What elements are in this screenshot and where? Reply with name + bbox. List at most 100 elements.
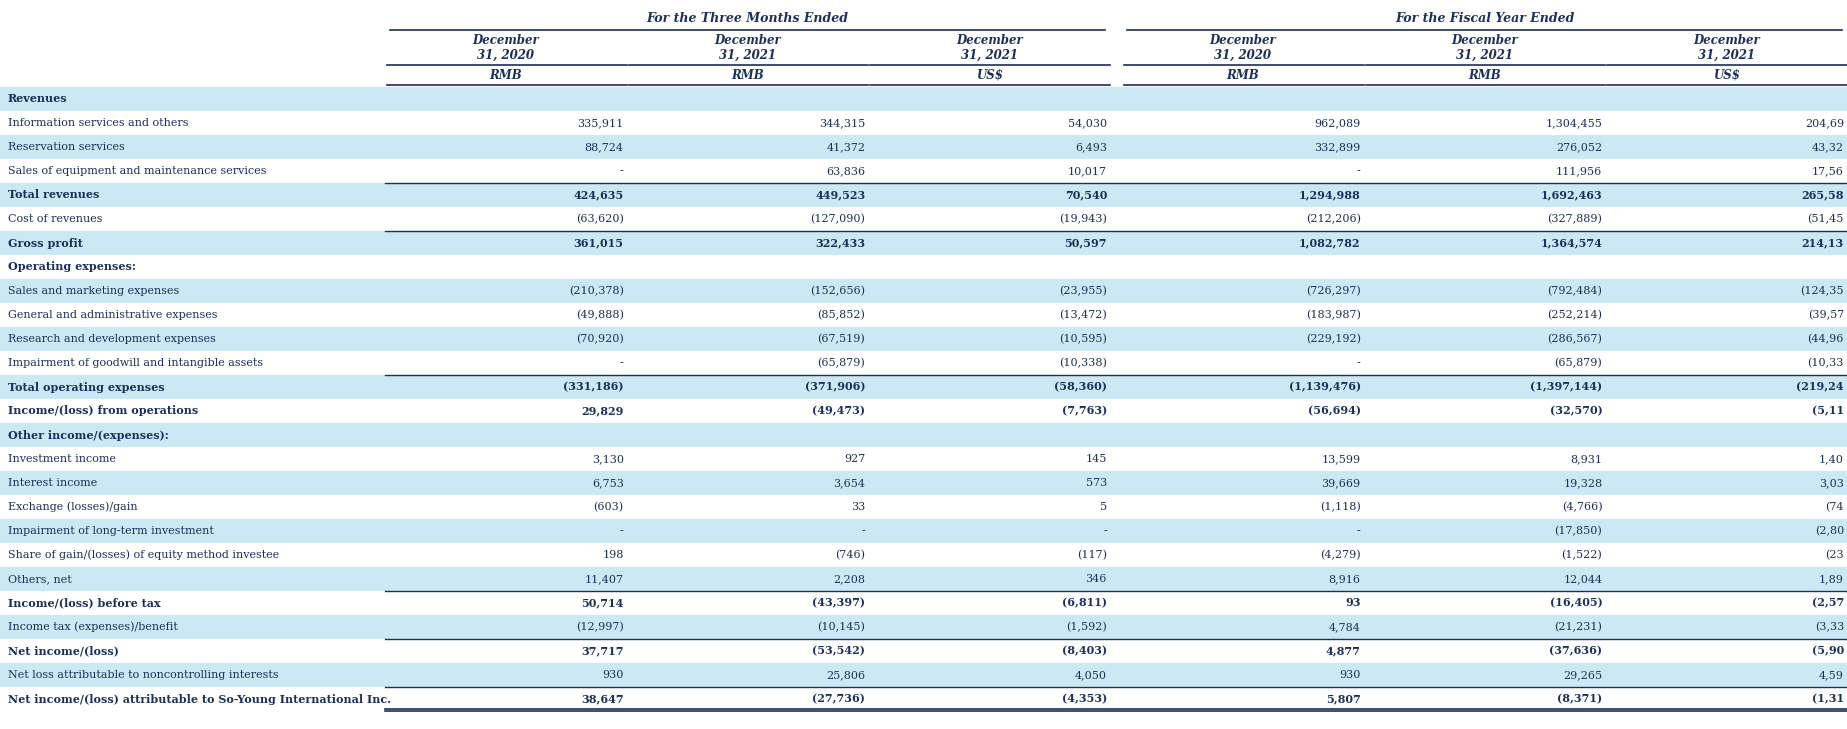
Text: 8,916: 8,916 bbox=[1328, 574, 1361, 584]
Text: Other income/(expenses):: Other income/(expenses): bbox=[7, 429, 168, 440]
Text: 12,044: 12,044 bbox=[1563, 574, 1603, 584]
Text: Share of gain/(losses) of equity method investee: Share of gain/(losses) of equity method … bbox=[7, 550, 279, 561]
Text: Gross profit: Gross profit bbox=[7, 238, 83, 249]
Text: -: - bbox=[1358, 526, 1361, 536]
Bar bbox=[0, 615, 1847, 639]
Text: (5,90: (5,90 bbox=[1812, 645, 1843, 657]
Text: 5,807: 5,807 bbox=[1326, 693, 1361, 704]
Text: December: December bbox=[955, 34, 1023, 47]
Text: 4,877: 4,877 bbox=[1326, 645, 1361, 657]
Bar bbox=[0, 183, 1847, 207]
Text: (152,656): (152,656) bbox=[811, 286, 866, 296]
Bar bbox=[0, 207, 1847, 231]
Text: 322,433: 322,433 bbox=[815, 238, 866, 249]
Text: 4,050: 4,050 bbox=[1075, 670, 1106, 680]
Text: 11,407: 11,407 bbox=[585, 574, 624, 584]
Text: Net income/(loss) attributable to So-Young International Inc.: Net income/(loss) attributable to So-You… bbox=[7, 693, 392, 704]
Text: 19,328: 19,328 bbox=[1563, 478, 1603, 488]
Text: (39,57: (39,57 bbox=[1808, 310, 1843, 320]
Text: (17,850): (17,850) bbox=[1555, 526, 1603, 536]
Text: (219,24: (219,24 bbox=[1797, 381, 1843, 392]
Text: (4,766): (4,766) bbox=[1563, 502, 1603, 512]
Text: Impairment of goodwill and intangible assets: Impairment of goodwill and intangible as… bbox=[7, 358, 262, 368]
Text: 3,03: 3,03 bbox=[1819, 478, 1843, 488]
Text: Research and development expenses: Research and development expenses bbox=[7, 334, 216, 344]
Bar bbox=[0, 495, 1847, 519]
Text: (1,522): (1,522) bbox=[1561, 550, 1603, 560]
Bar bbox=[0, 135, 1847, 159]
Text: Revenues: Revenues bbox=[7, 93, 68, 104]
Text: Exchange (losses)/gain: Exchange (losses)/gain bbox=[7, 502, 139, 512]
Text: (792,484): (792,484) bbox=[1548, 286, 1603, 296]
Text: 4,784: 4,784 bbox=[1328, 622, 1361, 632]
Bar bbox=[0, 279, 1847, 303]
Text: (8,371): (8,371) bbox=[1557, 693, 1603, 704]
Text: Others, net: Others, net bbox=[7, 574, 72, 584]
Text: (51,45: (51,45 bbox=[1808, 214, 1843, 225]
Text: 63,836: 63,836 bbox=[826, 166, 866, 176]
Text: 930: 930 bbox=[602, 670, 624, 680]
Text: (1,31: (1,31 bbox=[1812, 693, 1843, 704]
Text: (6,811): (6,811) bbox=[1062, 598, 1106, 609]
Text: (19,943): (19,943) bbox=[1058, 214, 1106, 225]
Text: 3,130: 3,130 bbox=[591, 454, 624, 464]
Text: 6,753: 6,753 bbox=[591, 478, 624, 488]
Text: 38,647: 38,647 bbox=[582, 693, 624, 704]
Text: -: - bbox=[621, 166, 624, 176]
Text: (7,763): (7,763) bbox=[1062, 405, 1106, 416]
Text: 4,59: 4,59 bbox=[1819, 670, 1843, 680]
Text: (212,206): (212,206) bbox=[1306, 214, 1361, 225]
Text: (4,279): (4,279) bbox=[1321, 550, 1361, 560]
Text: 2,208: 2,208 bbox=[833, 574, 866, 584]
Text: (56,694): (56,694) bbox=[1308, 405, 1361, 416]
Text: 5: 5 bbox=[1099, 502, 1106, 512]
Text: 332,899: 332,899 bbox=[1315, 142, 1361, 152]
Text: (746): (746) bbox=[835, 550, 866, 560]
Text: (10,145): (10,145) bbox=[818, 622, 866, 632]
Bar bbox=[0, 87, 1847, 111]
Text: -: - bbox=[861, 526, 866, 536]
Text: 31, 2020: 31, 2020 bbox=[1213, 49, 1271, 62]
Bar bbox=[0, 447, 1847, 471]
Text: 346: 346 bbox=[1086, 574, 1106, 584]
Text: 204,69: 204,69 bbox=[1805, 118, 1843, 128]
Text: 927: 927 bbox=[844, 454, 866, 464]
Text: 43,32: 43,32 bbox=[1812, 142, 1843, 152]
Text: US$: US$ bbox=[975, 69, 1003, 82]
Text: 31, 2021: 31, 2021 bbox=[1455, 49, 1513, 62]
Text: Interest income: Interest income bbox=[7, 478, 98, 488]
Text: Impairment of long-term investment: Impairment of long-term investment bbox=[7, 526, 214, 536]
Bar bbox=[0, 255, 1847, 279]
Bar bbox=[0, 231, 1847, 255]
Text: Operating expenses:: Operating expenses: bbox=[7, 262, 137, 273]
Text: (27,736): (27,736) bbox=[813, 693, 866, 704]
Text: 31, 2021: 31, 2021 bbox=[718, 49, 776, 62]
Text: Income/(loss) from operations: Income/(loss) from operations bbox=[7, 405, 198, 416]
Text: December: December bbox=[473, 34, 539, 47]
Text: Information services and others: Information services and others bbox=[7, 118, 188, 128]
Text: 54,030: 54,030 bbox=[1068, 118, 1106, 128]
Text: (37,636): (37,636) bbox=[1550, 645, 1603, 657]
Text: 31, 2020: 31, 2020 bbox=[477, 49, 534, 62]
Text: 1,304,455: 1,304,455 bbox=[1546, 118, 1603, 128]
Text: 573: 573 bbox=[1086, 478, 1106, 488]
Text: 29,265: 29,265 bbox=[1563, 670, 1603, 680]
Bar bbox=[0, 543, 1847, 567]
Bar bbox=[0, 663, 1847, 687]
Text: Income/(loss) before tax: Income/(loss) before tax bbox=[7, 598, 161, 609]
Text: 1,40: 1,40 bbox=[1819, 454, 1843, 464]
Text: 13,599: 13,599 bbox=[1322, 454, 1361, 464]
Text: 29,829: 29,829 bbox=[582, 405, 624, 416]
Bar bbox=[0, 159, 1847, 183]
Text: (32,570): (32,570) bbox=[1550, 405, 1603, 416]
Text: Net loss attributable to noncontrolling interests: Net loss attributable to noncontrolling … bbox=[7, 670, 279, 680]
Text: 424,635: 424,635 bbox=[573, 190, 624, 200]
Text: 361,015: 361,015 bbox=[574, 238, 624, 249]
Text: December: December bbox=[1694, 34, 1760, 47]
Text: 145: 145 bbox=[1086, 454, 1106, 464]
Text: (65,879): (65,879) bbox=[818, 358, 866, 368]
Text: (65,879): (65,879) bbox=[1555, 358, 1603, 368]
Text: (127,090): (127,090) bbox=[811, 214, 866, 225]
Text: (2,80: (2,80 bbox=[1816, 526, 1843, 536]
Text: Sales of equipment and maintenance services: Sales of equipment and maintenance servi… bbox=[7, 166, 266, 176]
